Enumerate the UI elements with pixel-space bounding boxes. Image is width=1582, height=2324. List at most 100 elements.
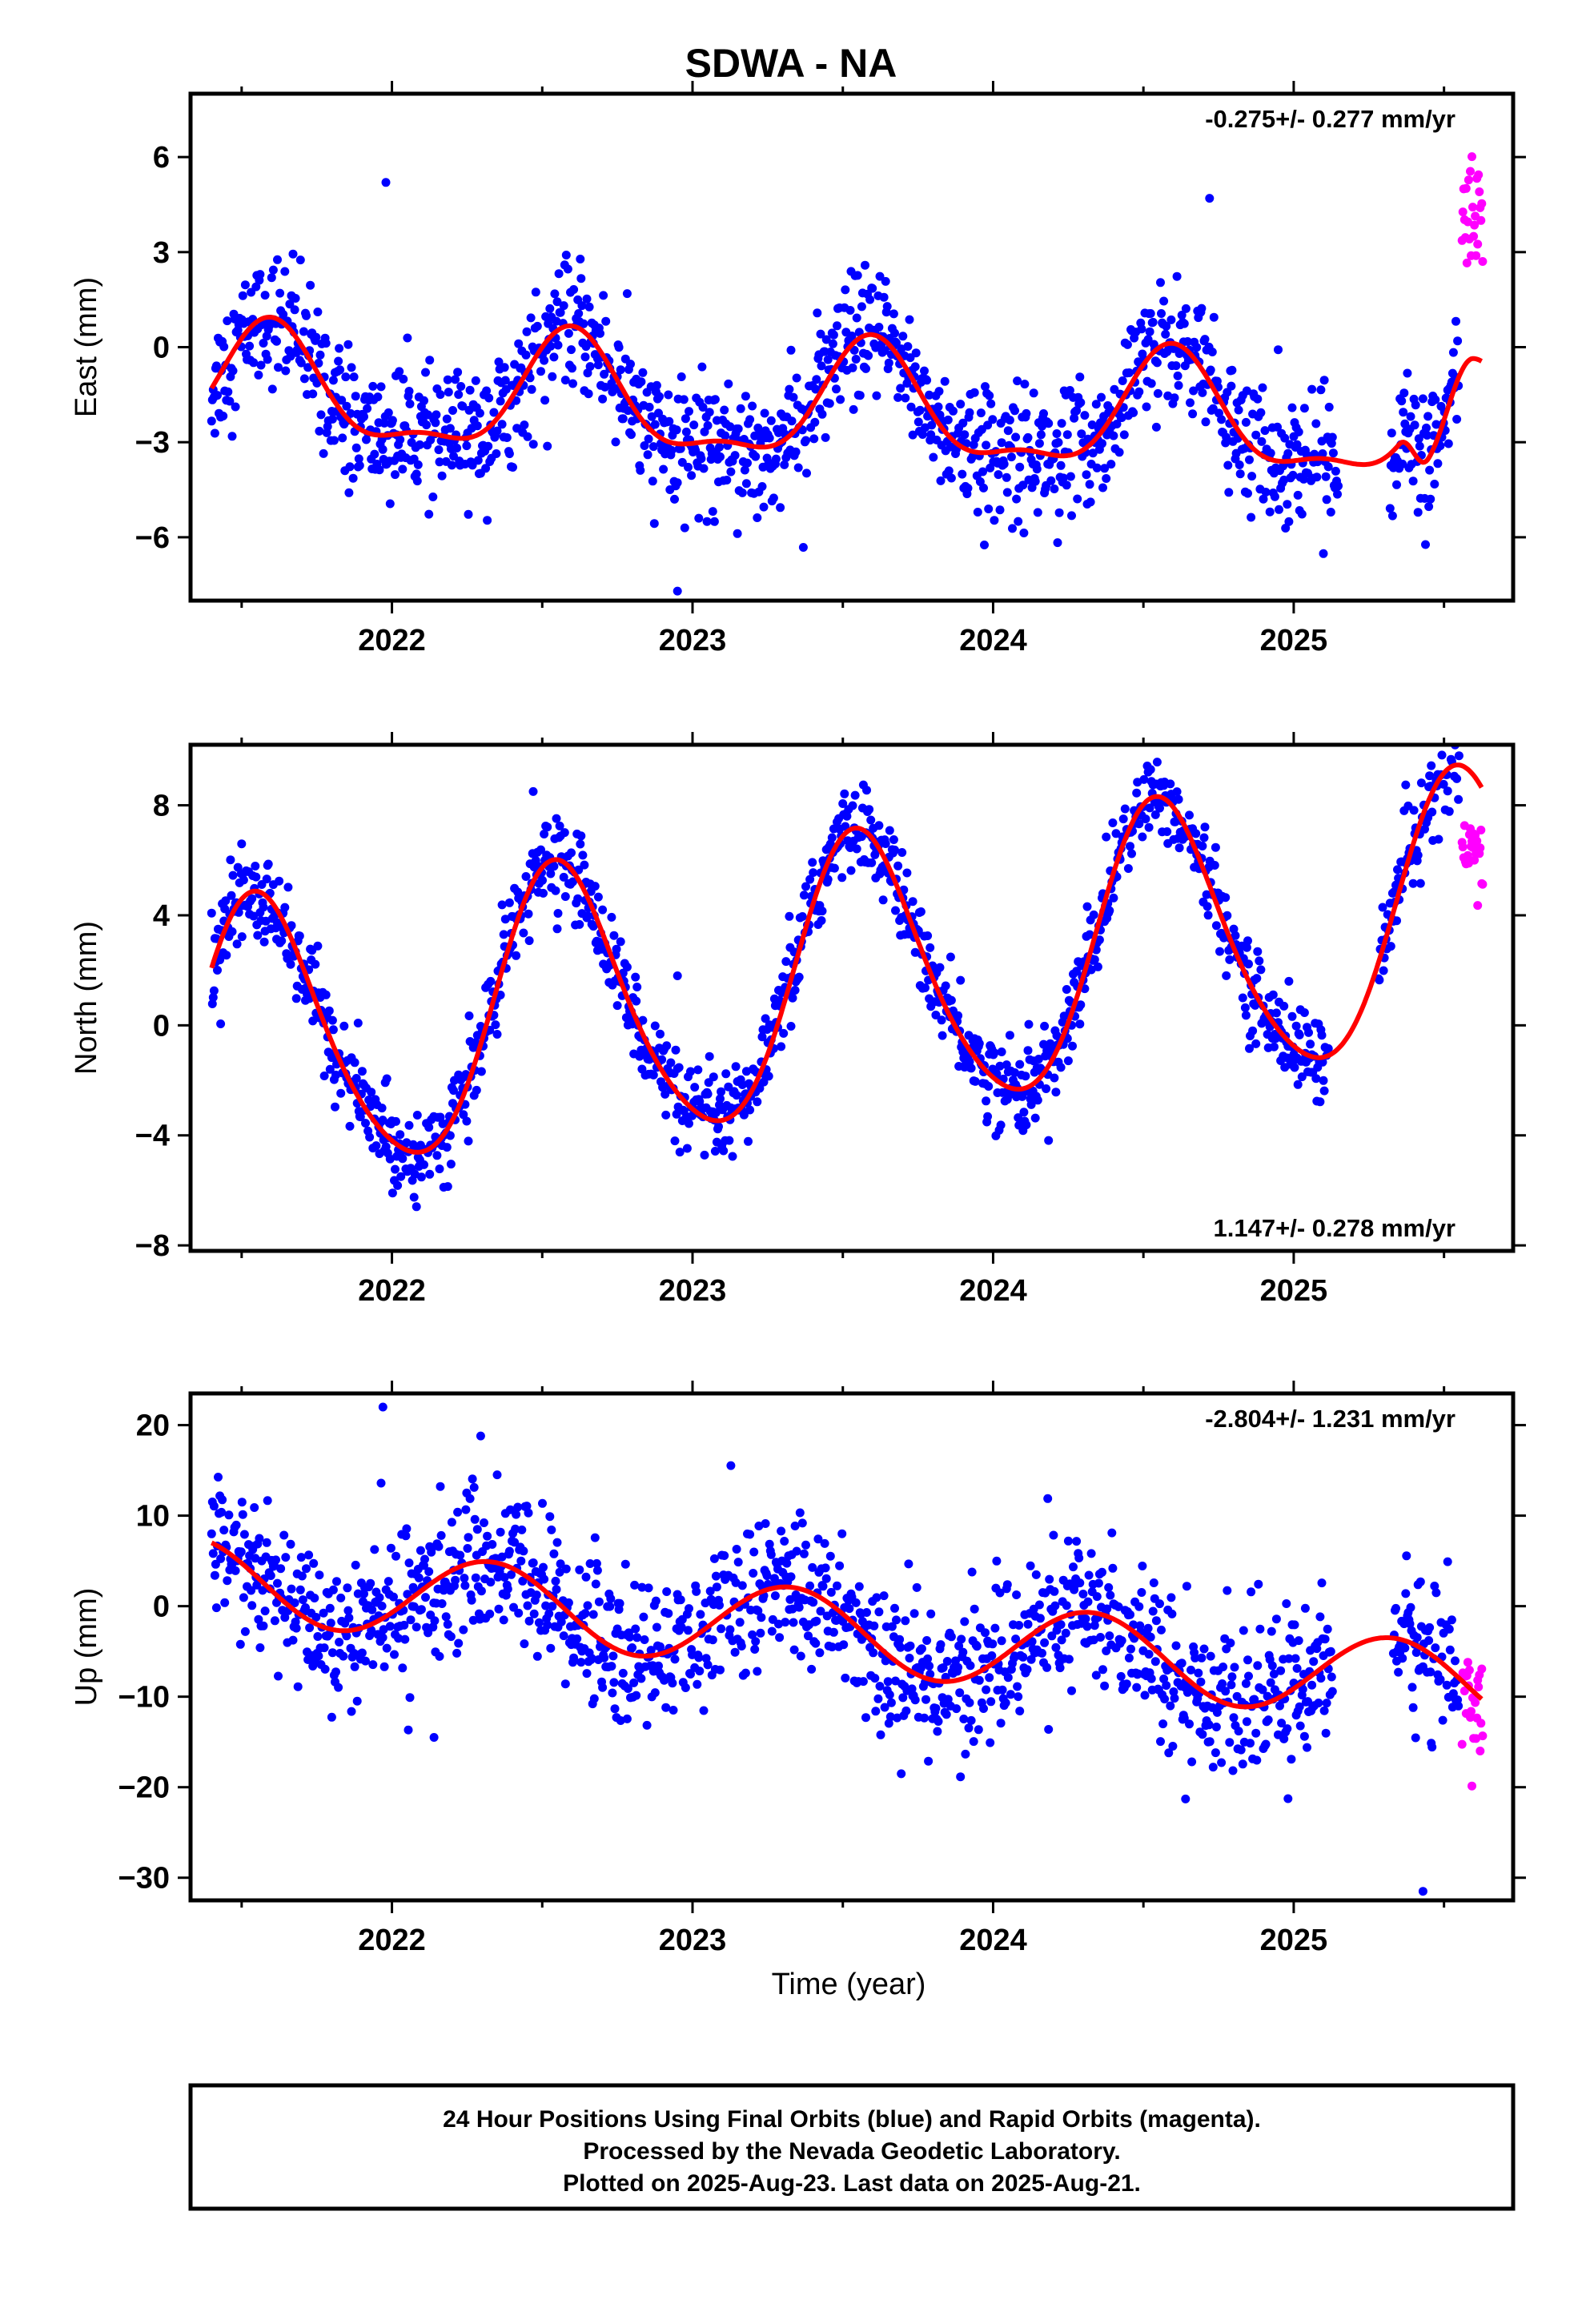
final-orbit-point [761, 1519, 770, 1528]
final-orbit-point [672, 425, 681, 435]
final-orbit-point [404, 1558, 414, 1568]
final-orbit-point [1406, 1602, 1415, 1612]
final-orbit-point [390, 1650, 399, 1659]
final-orbit-point [1273, 422, 1282, 432]
final-orbit-point [464, 1533, 473, 1542]
final-orbit-point [1205, 1737, 1215, 1747]
final-orbit-point [1073, 494, 1082, 504]
final-orbit-point [1082, 902, 1092, 911]
final-orbit-point [823, 355, 833, 364]
final-orbit-point [786, 1572, 796, 1582]
final-orbit-point [1151, 1616, 1161, 1626]
final-orbit-point [366, 1578, 375, 1588]
final-orbit-point [492, 1030, 502, 1039]
final-orbit-point [524, 1508, 533, 1518]
final-orbit-point [1076, 398, 1086, 408]
final-orbit-point [1422, 423, 1431, 432]
final-orbit-point [1448, 1689, 1458, 1699]
final-orbit-point [954, 1641, 964, 1651]
final-orbit-point [518, 1576, 528, 1586]
final-orbit-point [1290, 1620, 1299, 1630]
final-orbit-point [403, 333, 412, 343]
final-orbit-point [207, 416, 216, 426]
final-orbit-point [375, 465, 384, 475]
final-orbit-point [313, 308, 323, 316]
final-orbit-point [1022, 408, 1031, 418]
final-orbit-point [311, 959, 320, 969]
final-orbit-point [376, 382, 386, 392]
final-orbit-point [644, 1583, 653, 1593]
final-orbit-point [504, 1546, 514, 1556]
final-orbit-point [858, 1677, 868, 1687]
final-orbit-point [560, 828, 569, 838]
final-orbit-point [1253, 1661, 1263, 1671]
final-orbit-point [499, 930, 508, 939]
final-orbit-point [690, 1083, 700, 1092]
final-orbit-point [1410, 420, 1419, 430]
final-orbit-point [654, 1661, 663, 1671]
final-orbit-point [394, 1634, 404, 1643]
final-orbit-point [431, 418, 440, 428]
final-orbit-point [453, 368, 463, 377]
final-orbit-point [1088, 448, 1098, 458]
final-orbit-point [767, 1626, 777, 1636]
final-orbit-point [901, 1616, 910, 1626]
final-orbit-point [889, 309, 898, 319]
final-orbit-point [1116, 1671, 1126, 1681]
final-orbit-point [432, 1151, 442, 1160]
final-orbit-point [708, 507, 717, 517]
final-orbit-point [804, 1631, 813, 1641]
final-orbit-point [377, 1602, 387, 1610]
final-orbit-point [982, 440, 991, 450]
final-orbit-point [845, 1604, 854, 1614]
final-orbit-point [1002, 488, 1012, 497]
final-orbit-point [1085, 930, 1094, 939]
final-orbit-point [1402, 1551, 1411, 1561]
final-orbit-point [553, 909, 563, 918]
final-orbit-point [753, 513, 762, 522]
final-orbit-point [921, 983, 930, 992]
final-orbit-point [546, 869, 556, 879]
final-orbit-point [680, 523, 689, 533]
final-orbit-point [829, 330, 838, 340]
final-orbit-point [273, 255, 282, 264]
final-orbit-point [425, 356, 435, 365]
figure-title: SDWA - NA [685, 41, 897, 86]
final-orbit-point [1062, 480, 1071, 490]
final-orbit-point [996, 1120, 1006, 1130]
final-orbit-point [1012, 1590, 1022, 1599]
final-orbit-point [832, 1616, 841, 1625]
final-orbit-point [1315, 1612, 1325, 1622]
final-orbit-point [1331, 466, 1340, 476]
final-orbit-point [593, 360, 603, 370]
final-orbit-point [966, 1715, 976, 1725]
final-orbit-point [700, 1150, 709, 1160]
final-orbit-point [897, 848, 907, 857]
final-orbit-point [905, 1654, 914, 1663]
final-orbit-point [861, 1713, 870, 1723]
final-orbit-point [342, 401, 351, 411]
final-orbit-point [351, 443, 361, 452]
final-orbit-point [942, 1657, 952, 1666]
final-orbit-point [640, 441, 649, 450]
x-tick-label: 2022 [358, 1924, 426, 1957]
final-orbit-point [254, 370, 263, 380]
final-orbit-point [1189, 386, 1199, 396]
final-orbit-point [730, 1647, 740, 1657]
final-orbit-point [1323, 1624, 1332, 1634]
final-orbit-point [1245, 1043, 1254, 1053]
final-orbit-point [387, 416, 397, 425]
final-orbit-point [263, 1496, 272, 1506]
final-orbit-point [1291, 1654, 1300, 1663]
final-orbit-point [612, 944, 621, 954]
final-orbit-point [406, 1615, 416, 1625]
final-orbit-point [592, 1558, 601, 1568]
final-orbit-point [1408, 879, 1418, 888]
final-orbit-point [1311, 1074, 1321, 1084]
final-orbit-point [585, 362, 595, 372]
final-orbit-point [496, 396, 505, 406]
final-orbit-point [1140, 1691, 1150, 1700]
final-orbit-point [541, 1601, 551, 1610]
final-orbit-point [1385, 504, 1395, 513]
final-orbit-point [961, 1749, 970, 1759]
